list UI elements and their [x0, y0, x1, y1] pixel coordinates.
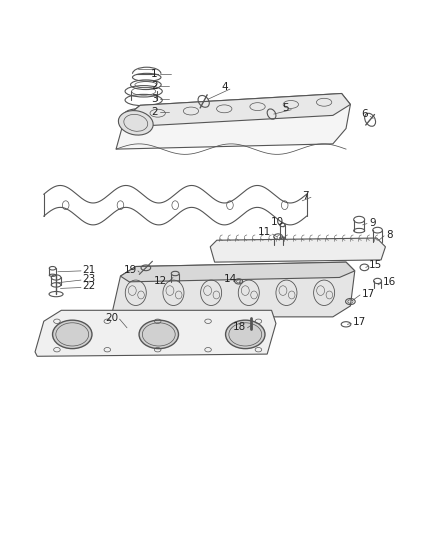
Text: 11: 11	[258, 228, 272, 237]
Polygon shape	[120, 262, 355, 282]
Text: 4: 4	[221, 82, 228, 92]
Text: 10: 10	[271, 217, 284, 227]
Polygon shape	[112, 262, 355, 317]
Ellipse shape	[226, 320, 265, 349]
Text: 12: 12	[154, 276, 167, 286]
Text: 2: 2	[151, 80, 158, 91]
Text: 16: 16	[382, 277, 396, 287]
Text: 6: 6	[361, 109, 368, 119]
Text: 18: 18	[233, 322, 246, 332]
Text: 22: 22	[82, 281, 95, 291]
Text: 15: 15	[369, 260, 382, 270]
Ellipse shape	[53, 320, 92, 349]
Text: 3: 3	[151, 94, 158, 104]
Text: 21: 21	[82, 264, 95, 274]
Polygon shape	[116, 93, 350, 149]
Text: 8: 8	[386, 230, 393, 240]
Polygon shape	[35, 310, 276, 356]
Text: 1: 1	[151, 69, 158, 79]
Text: 14: 14	[224, 274, 237, 284]
Polygon shape	[210, 238, 385, 262]
Text: 23: 23	[82, 274, 95, 284]
Text: 17: 17	[361, 289, 374, 298]
Text: 19: 19	[124, 264, 137, 274]
Polygon shape	[125, 93, 350, 126]
Text: 2: 2	[151, 107, 158, 117]
Text: 5: 5	[283, 103, 289, 113]
Ellipse shape	[139, 320, 179, 349]
Text: 20: 20	[105, 313, 118, 323]
Ellipse shape	[118, 110, 153, 135]
Text: 9: 9	[369, 217, 376, 228]
Text: 17: 17	[353, 317, 366, 327]
Text: 7: 7	[302, 191, 309, 201]
